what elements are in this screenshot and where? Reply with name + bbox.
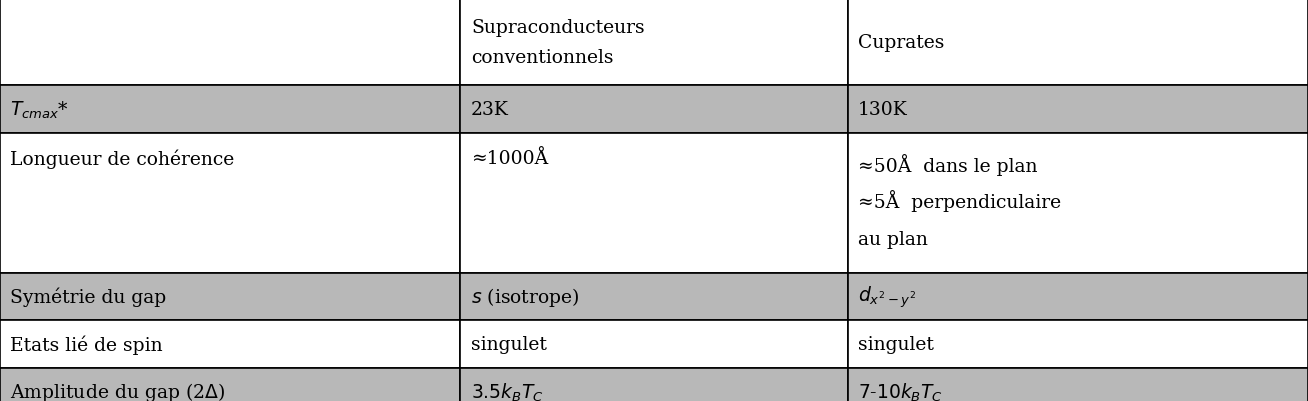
Bar [0,0,460,86]
Bar [0,273,460,320]
Bar [848,320,1308,368]
Text: conventionnels: conventionnels [471,49,613,67]
Text: Symétrie du gap: Symétrie du gap [10,287,166,306]
Text: singulet: singulet [858,335,934,353]
Text: 130K: 130K [858,101,908,119]
Text: ≈1000Å: ≈1000Å [471,150,548,168]
Bar [848,134,1308,273]
Bar [0,368,460,401]
Text: ≈5Å  perpendiculaire: ≈5Å perpendiculaire [858,190,1061,211]
Bar [460,320,848,368]
Bar [0,320,460,368]
Text: 23K: 23K [471,101,509,119]
Text: au plan: au plan [858,231,927,249]
Bar [460,86,848,134]
Text: $d_{x^2-y^2}$: $d_{x^2-y^2}$ [858,284,916,310]
Bar [848,0,1308,86]
Text: ≈50Å  dans le plan: ≈50Å dans le plan [858,153,1037,175]
Text: $7$-$10k_BT_C$: $7$-$10k_BT_C$ [858,380,943,401]
Text: Longueur de cohérence: Longueur de cohérence [10,149,234,168]
Bar [460,368,848,401]
Text: Etats lié de spin: Etats lié de spin [10,334,164,354]
Text: $3.5k_BT_C$: $3.5k_BT_C$ [471,380,544,401]
Text: $T_{cmax}$*: $T_{cmax}$* [10,99,69,120]
Text: Supraconducteurs: Supraconducteurs [471,19,645,37]
Bar [0,86,460,134]
Text: $s$ (isotrope): $s$ (isotrope) [471,285,579,308]
Bar [460,273,848,320]
Bar [848,86,1308,134]
Text: singulet: singulet [471,335,547,353]
Text: Amplitude du gap (2$\Delta$): Amplitude du gap (2$\Delta$) [10,380,226,401]
Bar [460,0,848,86]
Bar [848,368,1308,401]
Bar [0,134,460,273]
Text: Cuprates: Cuprates [858,34,944,52]
Bar [848,273,1308,320]
Bar [460,134,848,273]
